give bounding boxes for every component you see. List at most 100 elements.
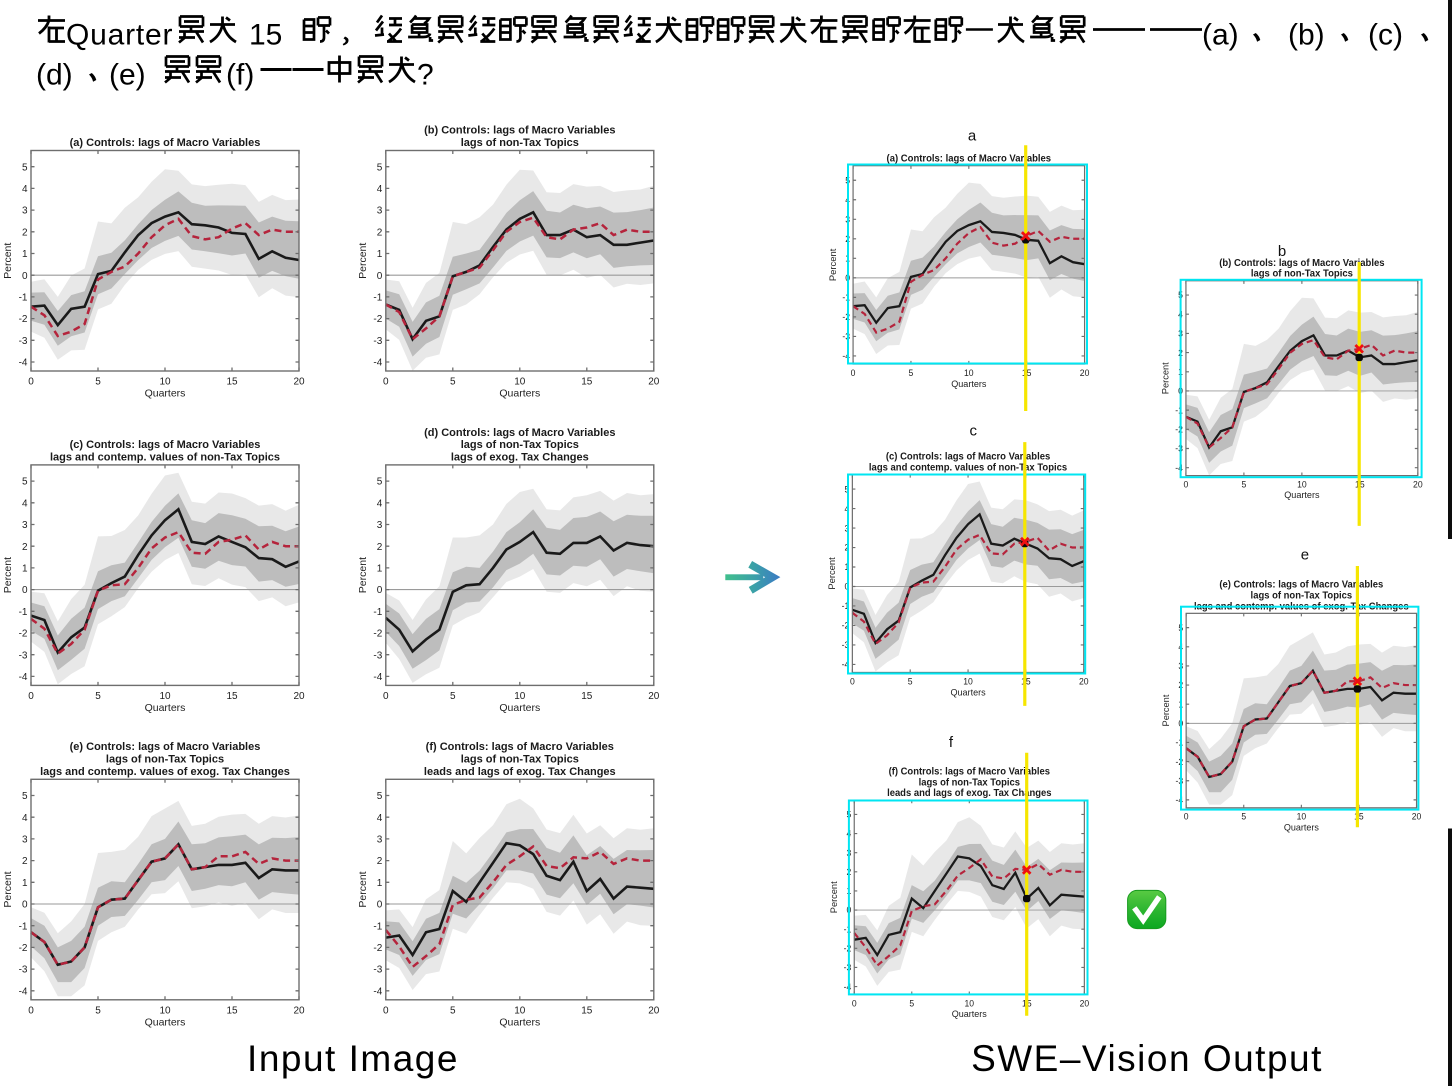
svg-text:-2: -2 xyxy=(373,943,382,954)
svg-text:-3: -3 xyxy=(844,963,852,973)
svg-text:Quarters: Quarters xyxy=(499,388,540,400)
svg-text:-1: -1 xyxy=(373,293,382,304)
svg-text:?: ? xyxy=(417,59,434,92)
svg-text:-2: -2 xyxy=(373,629,382,640)
svg-text:0: 0 xyxy=(850,676,855,686)
svg-text:10: 10 xyxy=(159,1005,171,1016)
svg-text:4: 4 xyxy=(845,504,850,514)
svg-text:lags and contemp. values of ex: lags and contemp. values of exog. Tax Ch… xyxy=(40,766,290,778)
svg-text:(a): (a) xyxy=(1202,19,1239,52)
svg-text:0: 0 xyxy=(28,691,34,702)
svg-text:10: 10 xyxy=(1297,479,1307,489)
svg-text:lags of non-Tax Topics: lags of non-Tax Topics xyxy=(461,439,579,451)
svg-text:Quarters: Quarters xyxy=(1284,822,1319,832)
svg-text:1: 1 xyxy=(377,249,383,260)
svg-text:(c) Controls: lags of Macro Va: (c) Controls: lags of Macro Variables xyxy=(886,451,1050,462)
svg-text:-2: -2 xyxy=(19,943,28,954)
svg-text:2: 2 xyxy=(845,543,850,553)
svg-text:1: 1 xyxy=(22,878,28,889)
svg-text:20: 20 xyxy=(648,691,660,702)
svg-text:Quarters: Quarters xyxy=(145,1016,186,1028)
svg-text:5: 5 xyxy=(95,1005,101,1016)
svg-text:10: 10 xyxy=(514,377,526,388)
svg-text:20: 20 xyxy=(1080,998,1090,1008)
svg-text:SWE–Vision Output: SWE–Vision Output xyxy=(971,1038,1323,1079)
svg-text:Quarters: Quarters xyxy=(952,1009,987,1019)
svg-text:0: 0 xyxy=(1184,812,1189,822)
svg-text:Quarters: Quarters xyxy=(950,687,986,697)
svg-text:-4: -4 xyxy=(19,986,28,997)
svg-text:0: 0 xyxy=(28,377,34,388)
svg-text:5: 5 xyxy=(450,1005,456,1016)
svg-text:5: 5 xyxy=(377,791,383,802)
svg-text:lags of non-Tax Topics: lags of non-Tax Topics xyxy=(461,754,579,766)
svg-text:15: 15 xyxy=(1354,812,1364,822)
svg-text:-1: -1 xyxy=(842,292,850,302)
svg-text:-3: -3 xyxy=(373,650,382,661)
svg-text:4: 4 xyxy=(22,498,28,509)
svg-text:lags of non-Tax Topics: lags of non-Tax Topics xyxy=(1251,590,1353,601)
svg-text:Quarters: Quarters xyxy=(145,702,186,714)
svg-text:Percent: Percent xyxy=(828,248,838,281)
svg-text:0: 0 xyxy=(22,271,28,282)
svg-text:20: 20 xyxy=(648,377,660,388)
svg-text:0: 0 xyxy=(377,271,383,282)
svg-text:3: 3 xyxy=(845,523,850,533)
svg-text:10: 10 xyxy=(963,676,973,686)
svg-text:2: 2 xyxy=(22,542,28,553)
svg-text:10: 10 xyxy=(965,998,975,1008)
svg-text:2: 2 xyxy=(377,227,383,238)
svg-text:lags of non-Tax Topics: lags of non-Tax Topics xyxy=(461,137,579,149)
svg-text:3: 3 xyxy=(22,835,28,846)
svg-text:lags of exog. Tax Changes: lags of exog. Tax Changes xyxy=(451,451,589,463)
svg-text:Percent: Percent xyxy=(2,557,14,593)
svg-text:-1: -1 xyxy=(373,607,382,618)
svg-text:5: 5 xyxy=(95,377,101,388)
svg-text:-1: -1 xyxy=(842,601,850,611)
svg-text:15: 15 xyxy=(581,377,593,388)
svg-text:-3: -3 xyxy=(19,336,28,347)
svg-text:-3: -3 xyxy=(19,650,28,661)
svg-text:(f) Controls: lags of Macro Va: (f) Controls: lags of Macro Variables xyxy=(889,766,1050,777)
svg-text:Quarter: Quarter xyxy=(66,19,173,52)
svg-text:0: 0 xyxy=(383,691,389,702)
svg-text:-3: -3 xyxy=(1176,776,1184,786)
svg-text:0: 0 xyxy=(22,900,28,911)
svg-text:(f): (f) xyxy=(226,59,254,92)
svg-text:1: 1 xyxy=(845,562,850,572)
svg-text:0: 0 xyxy=(851,368,856,378)
svg-text:20: 20 xyxy=(648,1005,660,1016)
svg-text:1: 1 xyxy=(377,564,383,575)
svg-text:-2: -2 xyxy=(373,314,382,325)
svg-text:(e): (e) xyxy=(109,59,146,92)
svg-text:4: 4 xyxy=(22,184,28,195)
svg-text:4: 4 xyxy=(22,813,28,824)
svg-text:3: 3 xyxy=(377,520,383,531)
svg-text:1: 1 xyxy=(377,878,383,889)
svg-text:20: 20 xyxy=(1413,479,1423,489)
svg-text:0: 0 xyxy=(22,585,28,596)
svg-text:5: 5 xyxy=(908,676,913,686)
svg-text:2: 2 xyxy=(377,856,383,867)
svg-text:(a) Controls: lags of Macro Va: (a) Controls: lags of Macro Variables xyxy=(70,137,261,149)
svg-text:Quarters: Quarters xyxy=(499,1016,540,1028)
svg-text:20: 20 xyxy=(293,691,305,702)
svg-text:-4: -4 xyxy=(373,358,382,369)
svg-text:-3: -3 xyxy=(19,965,28,976)
svg-text:(d) Controls: lags of Macro Va: (d) Controls: lags of Macro Variables xyxy=(424,427,615,439)
svg-text:0: 0 xyxy=(845,582,850,592)
svg-text:-4: -4 xyxy=(1175,463,1183,473)
svg-text:10: 10 xyxy=(514,1005,526,1016)
svg-text:20: 20 xyxy=(1412,812,1422,822)
svg-text:10: 10 xyxy=(159,691,171,702)
svg-text:10: 10 xyxy=(514,691,526,702)
svg-text:0: 0 xyxy=(852,998,857,1008)
svg-text:20: 20 xyxy=(293,1005,305,1016)
svg-text:4: 4 xyxy=(377,498,383,509)
svg-text:5: 5 xyxy=(909,368,914,378)
svg-text:lags of non-Tax Topics: lags of non-Tax Topics xyxy=(919,777,1020,788)
svg-text:5: 5 xyxy=(22,477,28,488)
svg-text:-1: -1 xyxy=(19,293,28,304)
svg-text:5: 5 xyxy=(377,477,383,488)
svg-text:5: 5 xyxy=(1241,812,1246,822)
